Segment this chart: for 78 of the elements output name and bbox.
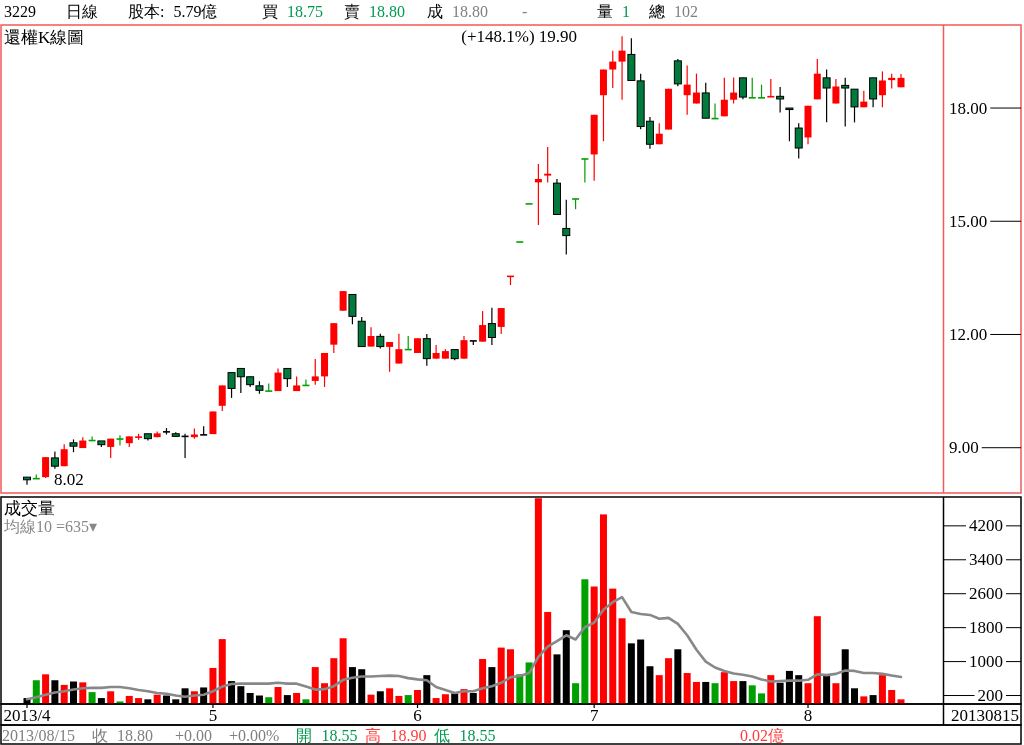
x-tick-label: 7 xyxy=(589,706,599,725)
candlestick xyxy=(720,77,728,117)
y-tick-label: 9.00 xyxy=(949,438,979,458)
y-tick-label: 15.00 xyxy=(949,211,988,231)
annotation: 3229 xyxy=(4,3,36,20)
candlestick xyxy=(23,476,31,486)
x-tick-label: 6 xyxy=(413,706,422,725)
annotation: +0.00 xyxy=(175,727,213,744)
candlestick xyxy=(609,50,617,89)
y-tick-label: 18.00 xyxy=(949,98,988,118)
annotation: 買 18.75 xyxy=(262,3,323,20)
y-tick-label: 12.00 xyxy=(949,325,988,344)
candlestick xyxy=(878,70,886,108)
annotation: 總 102 xyxy=(649,3,698,20)
candlestick xyxy=(367,326,375,348)
annotation: 低 18.55 xyxy=(434,727,496,744)
annotation: 0.02億 xyxy=(740,727,784,744)
y-tick-label: 1800 xyxy=(969,618,1003,638)
candlestick xyxy=(42,456,50,479)
candlestick xyxy=(395,333,403,365)
candlestick xyxy=(692,73,700,105)
x-axis-title: 20130815 xyxy=(951,706,1019,725)
annotation: 2013/08/15 xyxy=(2,727,75,744)
candlestick xyxy=(422,333,431,367)
candlestick xyxy=(497,307,505,335)
candlestick xyxy=(730,76,738,105)
annotation: 8.02 xyxy=(54,470,84,490)
candlestick xyxy=(330,322,338,354)
annotation: 股本: 5.79億 xyxy=(128,3,218,20)
annotation: 高 18.90 xyxy=(365,727,427,744)
candlestick xyxy=(822,68,831,123)
annotation: 開 18.55 xyxy=(296,727,358,744)
candlestick xyxy=(869,77,878,108)
candlestick xyxy=(618,35,626,101)
title: 成交量 xyxy=(4,499,55,518)
candlestick xyxy=(544,146,552,183)
candlestick xyxy=(460,335,468,360)
candlestick xyxy=(794,122,803,160)
candlestick xyxy=(339,290,347,312)
candlestick xyxy=(683,64,691,116)
candlestick xyxy=(832,78,840,105)
candlestick xyxy=(580,158,590,183)
candlestick xyxy=(776,86,785,114)
candlestick xyxy=(747,77,757,99)
y-tick-label: 1000 xyxy=(969,652,1003,672)
annotation: 日線 xyxy=(66,3,98,20)
candlestick xyxy=(386,341,394,373)
annotation: (+148.1%) 19.90 xyxy=(461,26,578,46)
candlestick xyxy=(673,58,682,87)
candlestick xyxy=(311,358,319,386)
legend-label: 均線10 =635▾ xyxy=(4,518,98,535)
candlestick xyxy=(785,107,794,142)
annotation: +0.00% xyxy=(229,727,280,744)
x-tick-label: 2013/4 xyxy=(3,706,51,725)
candlestick xyxy=(115,434,125,447)
annotation: 量 1 xyxy=(597,3,630,20)
candlestick xyxy=(321,352,329,388)
annotation: 成 18.80 xyxy=(427,3,488,20)
annotation: 收 18.80 xyxy=(91,727,153,744)
y-tick-label: 3400 xyxy=(969,550,1003,570)
y-tick-label: 2600 xyxy=(969,584,1003,604)
x-tick-label: 5 xyxy=(208,706,218,725)
candlestick xyxy=(283,367,292,388)
candlestick xyxy=(432,344,440,360)
candlestick xyxy=(841,77,850,128)
candlestick xyxy=(738,77,747,100)
y-tick-label: 200 xyxy=(977,686,1003,705)
candlestick xyxy=(487,307,496,346)
candlestick xyxy=(850,88,859,123)
annotation: - xyxy=(522,3,528,20)
annotation: 賣 18.80 xyxy=(344,3,405,20)
x-tick-label: 8 xyxy=(803,706,813,725)
candlestick xyxy=(218,384,226,412)
y-tick-label: 4200 xyxy=(969,516,1003,536)
candlestick xyxy=(348,293,357,325)
candlestick xyxy=(479,310,487,343)
candlestick xyxy=(562,199,571,256)
title: 還權K線圖 xyxy=(4,28,85,47)
